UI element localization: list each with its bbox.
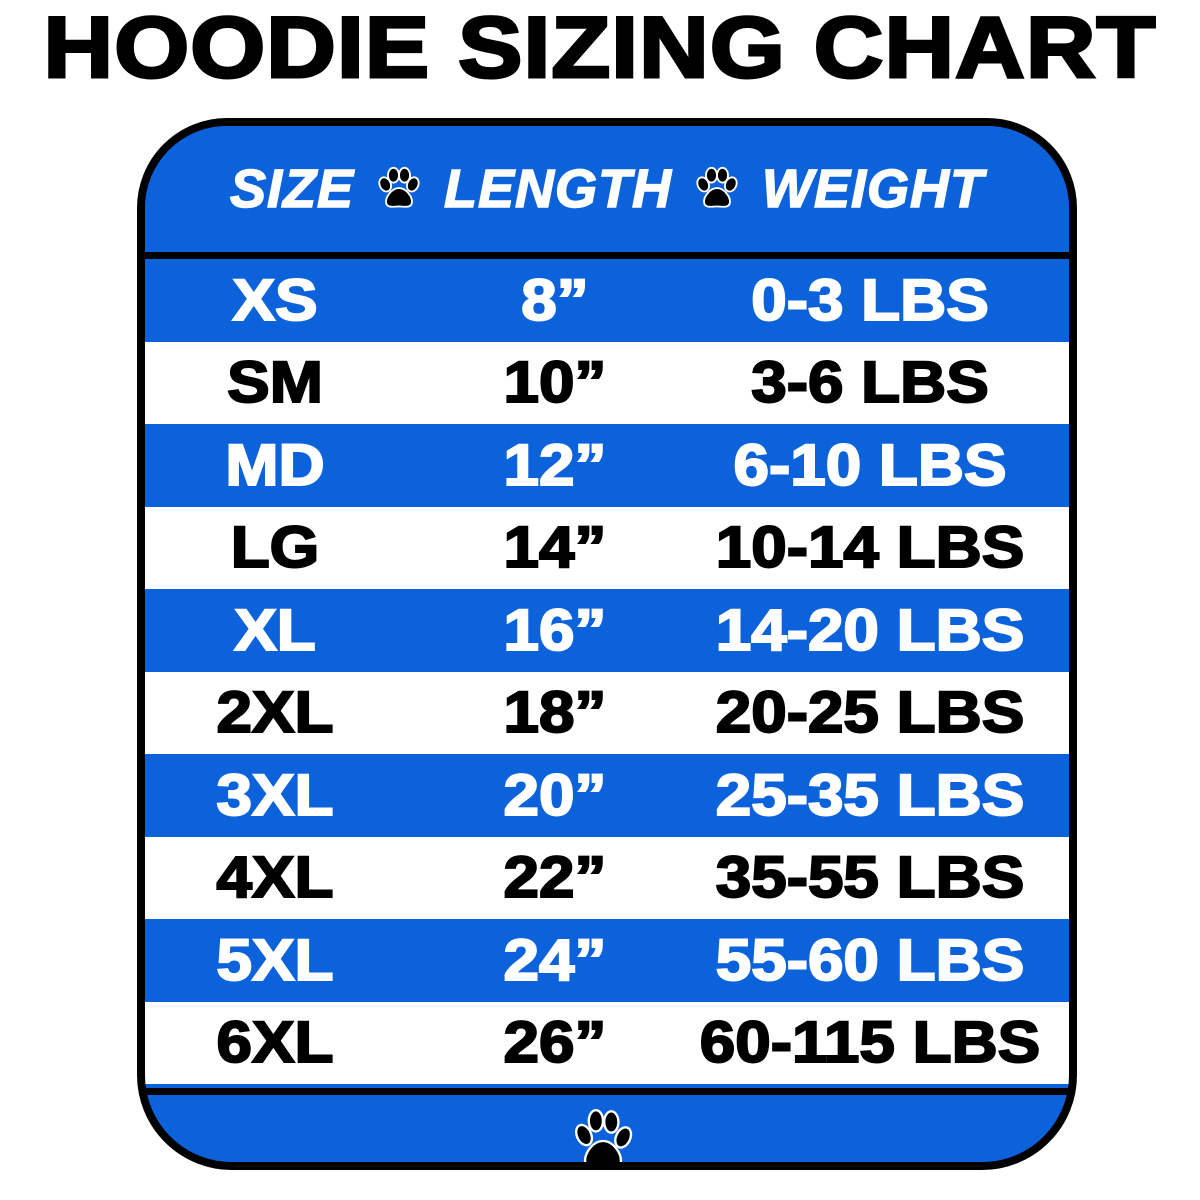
cell-size: 3XL [215, 762, 334, 829]
cell-weight: 10-14 LBS [715, 514, 1026, 581]
cell-weight: 0-3 LBS [750, 267, 990, 334]
cell-length: 10” [502, 349, 607, 416]
column-header-weight: WEIGHT [761, 158, 984, 220]
cell-length: 20” [502, 762, 607, 829]
cell-length: 24” [502, 927, 607, 994]
table-row: XL 16” 14-20 LBS [145, 589, 1069, 672]
table-row: MD 12” 6-10 LBS [145, 424, 1069, 507]
paw-print-icon [574, 1109, 633, 1162]
paw-print-icon [378, 166, 420, 208]
table-row: XS 8” 0-3 LBS [145, 259, 1069, 342]
cell-weight: 20-25 LBS [715, 679, 1026, 746]
cell-size: 5XL [215, 927, 334, 994]
cell-length: 18” [502, 679, 607, 746]
cell-size: SM [226, 349, 324, 416]
table-row: SM 10” 3-6 LBS [145, 341, 1069, 424]
cell-size: LG [230, 514, 321, 581]
column-header-length: LENGTH [443, 158, 673, 220]
cell-length: 14” [502, 514, 607, 581]
cell-size: MD [224, 432, 325, 499]
cell-length: 8” [520, 267, 590, 334]
table-row: 3XL 20” 25-35 LBS [145, 754, 1069, 837]
table-row: LG 14” 10-14 LBS [145, 506, 1069, 589]
cell-weight: 25-35 LBS [715, 762, 1026, 829]
table-row: 6XL 26” 60-115 LBS [145, 1001, 1069, 1084]
paw-print-icon [696, 166, 738, 208]
cell-weight: 35-55 LBS [715, 844, 1026, 911]
table-row: 2XL 18” 20-25 LBS [145, 671, 1069, 754]
cell-length: 12” [502, 432, 607, 499]
cell-weight: 6-10 LBS [732, 432, 1007, 499]
table-header: SIZE LENGTH WEIGHT [145, 126, 1069, 259]
cell-weight: 3-6 LBS [750, 349, 990, 416]
cell-length: 16” [502, 597, 607, 664]
page-title: HOODIE SIZING CHART [42, 0, 1157, 96]
cell-size: XS [231, 267, 318, 334]
column-header-size: SIZE [229, 158, 355, 220]
cell-length: 22” [502, 844, 607, 911]
cell-length: 26” [502, 1009, 607, 1076]
sizing-table: SIZE LENGTH WEIGHT XS 8” 0-3 LBS SM 10” 3-6 L… [137, 118, 1077, 1170]
cell-weight: 55-60 LBS [715, 927, 1026, 994]
cell-size: 6XL [215, 1009, 334, 1076]
cell-size: 4XL [215, 844, 334, 911]
cell-weight: 14-20 LBS [715, 597, 1026, 664]
cell-size: XL [233, 597, 317, 664]
table-body: XS 8” 0-3 LBS SM 10” 3-6 LBS MD 12” 6-10 LBS LG 14… [145, 259, 1069, 1084]
table-footer [145, 1088, 1069, 1162]
table-row: 5XL 24” 55-60 LBS [145, 919, 1069, 1002]
table-row: 4XL 22” 35-55 LBS [145, 836, 1069, 919]
cell-weight: 60-115 LBS [699, 1009, 1042, 1076]
cell-size: 2XL [215, 679, 334, 746]
